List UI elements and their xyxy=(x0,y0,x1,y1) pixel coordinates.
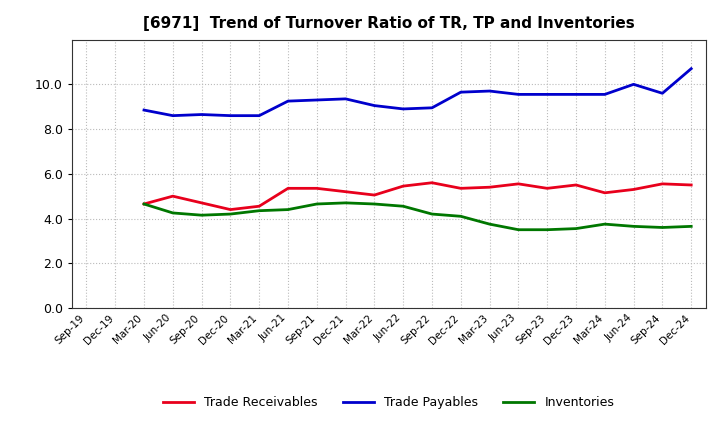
Inventories xyxy=(600,221,609,227)
Trade Receivables xyxy=(370,192,379,198)
Trade Payables xyxy=(514,92,523,97)
Trade Payables xyxy=(687,66,696,71)
Trade Payables xyxy=(600,92,609,97)
Title: [6971]  Trend of Turnover Ratio of TR, TP and Inventories: [6971] Trend of Turnover Ratio of TR, TP… xyxy=(143,16,634,32)
Trade Payables xyxy=(341,96,350,102)
Trade Receivables xyxy=(197,200,206,205)
Trade Payables xyxy=(485,88,494,94)
Inventories xyxy=(456,214,465,219)
Inventories xyxy=(514,227,523,232)
Inventories xyxy=(629,224,638,229)
Inventories xyxy=(168,210,177,216)
Trade Receivables xyxy=(226,207,235,212)
Trade Payables xyxy=(197,112,206,117)
Inventories xyxy=(312,202,321,207)
Inventories xyxy=(399,204,408,209)
Inventories xyxy=(197,213,206,218)
Trade Receivables xyxy=(312,186,321,191)
Inventories xyxy=(370,202,379,207)
Trade Payables xyxy=(399,106,408,112)
Trade Receivables xyxy=(168,194,177,199)
Trade Receivables xyxy=(600,190,609,195)
Trade Payables xyxy=(658,91,667,96)
Inventories xyxy=(226,211,235,216)
Line: Trade Payables: Trade Payables xyxy=(144,69,691,116)
Trade Receivables xyxy=(341,189,350,194)
Legend: Trade Receivables, Trade Payables, Inventories: Trade Receivables, Trade Payables, Inven… xyxy=(158,392,619,414)
Trade Payables xyxy=(226,113,235,118)
Trade Receivables xyxy=(456,186,465,191)
Trade Receivables xyxy=(485,185,494,190)
Trade Receivables xyxy=(687,182,696,187)
Trade Receivables xyxy=(543,186,552,191)
Trade Receivables xyxy=(572,182,580,187)
Trade Payables xyxy=(312,97,321,103)
Trade Payables xyxy=(284,99,292,104)
Inventories xyxy=(658,225,667,230)
Trade Payables xyxy=(140,107,148,113)
Trade Receivables xyxy=(428,180,436,185)
Trade Receivables xyxy=(255,204,264,209)
Inventories xyxy=(140,202,148,207)
Trade Payables xyxy=(629,82,638,87)
Inventories xyxy=(255,208,264,213)
Trade Receivables xyxy=(629,187,638,192)
Line: Trade Receivables: Trade Receivables xyxy=(144,183,691,209)
Trade Payables xyxy=(456,89,465,95)
Inventories xyxy=(687,224,696,229)
Inventories xyxy=(543,227,552,232)
Trade Payables xyxy=(543,92,552,97)
Inventories xyxy=(428,211,436,216)
Trade Payables xyxy=(168,113,177,118)
Inventories xyxy=(572,226,580,231)
Inventories xyxy=(341,200,350,205)
Inventories xyxy=(485,221,494,227)
Trade Payables xyxy=(428,105,436,110)
Trade Payables xyxy=(255,113,264,118)
Trade Receivables xyxy=(658,181,667,187)
Trade Receivables xyxy=(140,202,148,207)
Inventories xyxy=(284,207,292,212)
Line: Inventories: Inventories xyxy=(144,203,691,230)
Trade Payables xyxy=(370,103,379,108)
Trade Receivables xyxy=(514,181,523,187)
Trade Receivables xyxy=(399,183,408,189)
Trade Payables xyxy=(572,92,580,97)
Trade Receivables xyxy=(284,186,292,191)
